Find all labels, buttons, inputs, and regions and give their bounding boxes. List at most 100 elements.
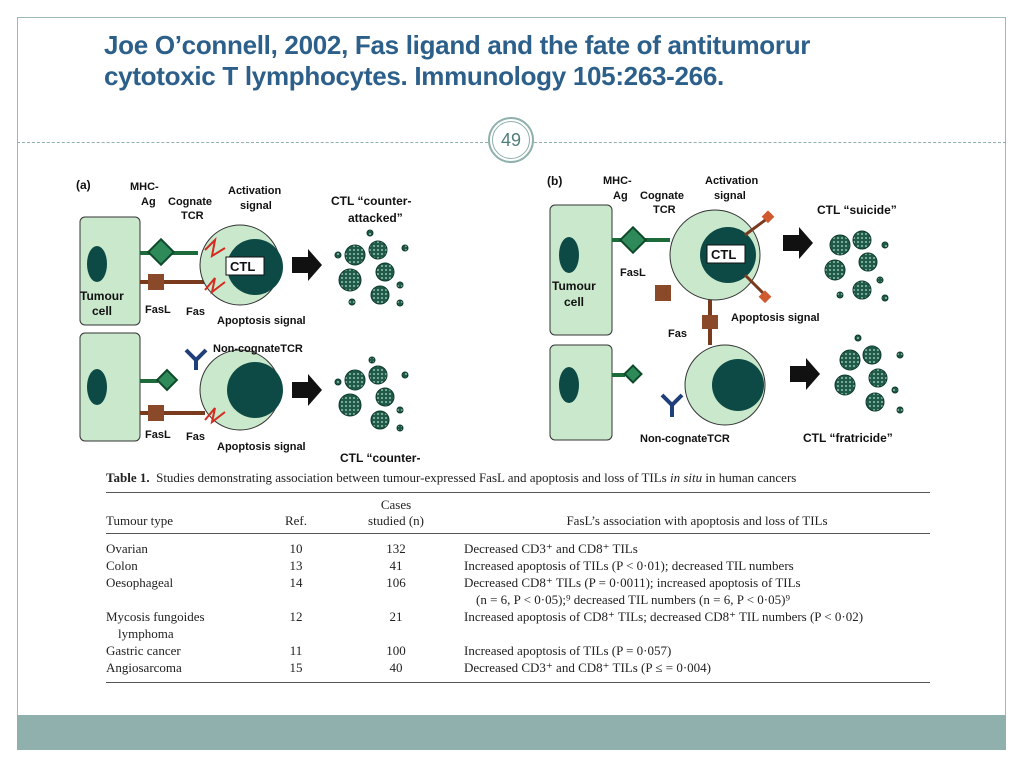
label-cognate: Cognate xyxy=(168,196,212,208)
label-fasl-2: FasL xyxy=(145,429,171,441)
page-number-badge: 49 xyxy=(488,117,534,163)
label-ctl-b: CTL xyxy=(711,247,736,262)
label-activation-b: Activation xyxy=(705,175,758,187)
cell-type-line: Ovarian xyxy=(106,541,148,556)
label-apoptosis-b: Apoptosis signal xyxy=(731,312,820,324)
table-header-row: Tumour type Ref. Cases studied (n) FasL’s… xyxy=(106,492,930,534)
label-result-bottom: CTL “counter- xyxy=(340,451,420,465)
cell-ref: 13 xyxy=(256,557,336,574)
panel-a: (a) Tumour cell CTL MHC- Ag Cognate TCR … xyxy=(76,178,420,465)
data-table: Tumour type Ref. Cases studied (n) FasL’s… xyxy=(106,492,930,683)
cell-ref: 11 xyxy=(256,642,336,659)
apoptotic-bodies-icon xyxy=(334,229,409,307)
cell-assoc-line: Increased apoptosis of CD8⁺ TILs; decrea… xyxy=(464,609,864,624)
mhc-ag-icon xyxy=(146,237,176,267)
slide-title: Joe O’connell, 2002, Fas ligand and the … xyxy=(104,30,964,92)
label-fas-b: Fas xyxy=(668,328,687,340)
cell-cases-line: 100 xyxy=(386,643,406,658)
table-1: Table 1. Studies demonstrating associati… xyxy=(106,470,930,683)
label-tcr: TCR xyxy=(181,210,204,222)
cell-cases-line: 41 xyxy=(389,558,403,573)
label-fasl-b: FasL xyxy=(620,267,646,279)
label-ag-b: Ag xyxy=(613,190,628,202)
label-mhc-b: MHC- xyxy=(603,175,632,187)
activation-signal-icon xyxy=(204,237,226,259)
label-tumour-b: Tumour xyxy=(552,279,596,293)
cell-assoc: Decreased CD8⁺ TILs (P = 0·0011); increa… xyxy=(456,574,930,608)
cell-assoc: Increased apoptosis of TILs (P = 0·057) xyxy=(456,642,930,659)
cell-ref-line: 11 xyxy=(289,643,303,658)
cell-type: Angiosarcoma xyxy=(106,659,256,683)
cell-cases: 106 xyxy=(336,574,456,608)
cell-cases-line: 132 xyxy=(386,541,406,556)
page-number: 49 xyxy=(492,121,530,159)
table-caption: Table 1. Studies demonstrating associati… xyxy=(106,470,930,486)
cell-assoc-line: Increased apoptosis of TILs (P = 0·057) xyxy=(464,643,672,658)
cell-cases: 40 xyxy=(336,659,456,683)
label-apoptosis: Apoptosis signal xyxy=(217,315,306,327)
cell-assoc-line: Decreased CD8⁺ TILs (P = 0·0011); increa… xyxy=(464,575,801,590)
header-ref: Ref. xyxy=(256,492,336,534)
footer-band xyxy=(17,715,1006,750)
title-line-1: Joe O’connell, 2002, Fas ligand and the … xyxy=(104,30,811,60)
header-type: Tumour type xyxy=(106,492,256,534)
cell-type-line: Angiosarcoma xyxy=(106,660,182,675)
non-cognate-tcr-icon xyxy=(184,348,208,370)
label-cell: cell xyxy=(92,304,112,318)
cell-type: Colon xyxy=(106,557,256,574)
label-fasl: FasL xyxy=(145,304,171,316)
figure: (a) Tumour cell CTL MHC- Ag Cognate TCR … xyxy=(76,174,904,465)
label-ctl: CTL xyxy=(230,259,255,274)
label-fratricide: CTL “fratricide” xyxy=(803,431,893,445)
cell-ref-line: 10 xyxy=(289,541,303,556)
caption-label: Table 1. xyxy=(106,470,150,485)
cell-ref-line: 14 xyxy=(289,575,303,590)
label-signal-b: signal xyxy=(714,190,746,202)
cell-ref-line: 13 xyxy=(289,558,303,573)
cell-cases-line: 40 xyxy=(389,660,403,675)
cell-assoc-line: Decreased CD3⁺ and CD8⁺ TILs (P ≤ = 0·00… xyxy=(464,660,711,675)
cell-assoc: Decreased CD3⁺ and CD8⁺ TILs xyxy=(456,534,930,558)
label-noncognate-b: Non-cognateTCR xyxy=(640,433,730,445)
label-fas: Fas xyxy=(186,306,205,318)
apoptosis-signal-icon xyxy=(204,277,226,295)
label-cell-b: cell xyxy=(564,295,584,309)
label-cognate-b: Cognate xyxy=(640,190,684,202)
label-tcr-b: TCR xyxy=(653,204,676,216)
label-ag: Ag xyxy=(141,196,156,208)
cell-type: Ovarian xyxy=(106,534,256,558)
label-result-2: attacked” xyxy=(348,211,403,225)
header-cases-1: Cases xyxy=(380,497,412,512)
label-noncognate: Non-cognateTCR xyxy=(213,343,303,355)
header-cases-2: studied (n) xyxy=(368,513,424,528)
arrow-icon xyxy=(292,249,322,281)
caption-italic: in situ xyxy=(669,470,703,485)
cell-assoc-line: (n = 6, P < 0·05);⁹ decreased TIL number… xyxy=(476,592,790,607)
table-row: Gastric cancer 11 100 Increased apoptosis o… xyxy=(106,642,930,659)
cell-assoc-line: Decreased CD3⁺ and CD8⁺ TILs xyxy=(464,541,638,556)
panel-a-label: (a) xyxy=(76,178,91,192)
cell-ref: 15 xyxy=(256,659,336,683)
cell-assoc-line: Increased apoptosis of TILs (P < 0·01); … xyxy=(464,558,794,573)
cell-cases-line: 21 xyxy=(389,609,403,624)
label-suicide: CTL “suicide” xyxy=(817,203,897,217)
tumour-nucleus xyxy=(87,246,107,282)
cell-type: Gastric cancer xyxy=(106,642,256,659)
cell-type: Mycosis fungoides lymphoma xyxy=(106,608,256,642)
label-activation: Activation xyxy=(228,185,281,197)
divider-left xyxy=(17,142,488,143)
caption-text: Studies demonstrating association betwee… xyxy=(156,470,670,485)
cell-cases: 41 xyxy=(336,557,456,574)
panel-b: (b) Tumour cell CTL MHC- Ag Cognate TCR … xyxy=(547,174,904,445)
table-row: Colon 13 41 Increased apoptosis of TILs (P … xyxy=(106,557,930,574)
tumour-cell-b2 xyxy=(549,344,613,441)
label-tumour: Tumour xyxy=(80,289,124,303)
cell-ref: 14 xyxy=(256,574,336,608)
label-result-1: CTL “counter- xyxy=(331,194,411,208)
cell-type: Oesophageal xyxy=(106,574,256,608)
cell-type-line: Colon xyxy=(106,558,138,573)
cell-ref: 12 xyxy=(256,608,336,642)
cell-cases: 100 xyxy=(336,642,456,659)
tumour-cell-a1 xyxy=(79,216,141,326)
panel-b-label: (b) xyxy=(547,174,562,188)
